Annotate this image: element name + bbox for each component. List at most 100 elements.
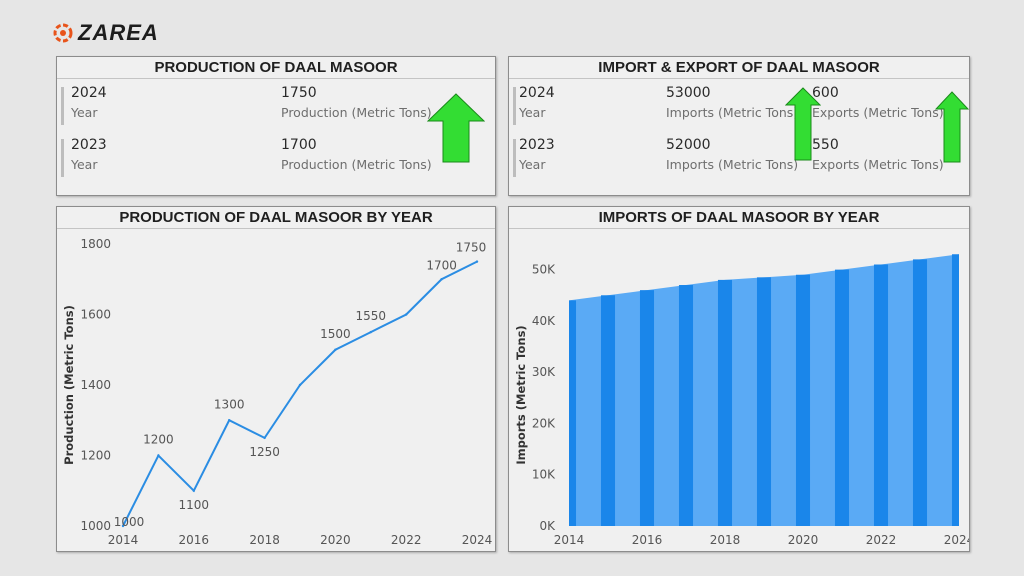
kpi-imports-value: 52000 xyxy=(666,137,711,153)
kpi-imports-label: Imports (Metric Tons) xyxy=(666,157,799,172)
kpi-row: 2023 Year 52000 Imports (Metric Tons) 55… xyxy=(509,137,969,181)
data-label: 1250 xyxy=(249,445,280,459)
data-label: 1100 xyxy=(179,498,210,512)
y-tick-label: 30K xyxy=(532,365,556,379)
y-tick-label: 40K xyxy=(532,314,556,328)
imports-year-band xyxy=(717,279,733,526)
kpi-exports-label: Exports (Metric Tons) xyxy=(812,157,944,172)
up-arrow-icon xyxy=(785,87,821,161)
kpi-row: 2023 Year 1700 Production (Metric Tons) xyxy=(57,137,495,181)
data-label: 1750 xyxy=(456,241,487,255)
imports-chart-panel: IMPORTS OF DAAL MASOOR BY YEAR 0K 10K 20K 3… xyxy=(508,206,970,552)
y-tick-label: 50K xyxy=(532,263,556,277)
x-tick-label: 2020 xyxy=(320,533,351,547)
y-tick-label: 1800 xyxy=(80,237,111,251)
kpi-year-label: Year xyxy=(71,157,98,172)
imports-year-band xyxy=(873,264,889,526)
up-arrow-icon xyxy=(427,93,485,163)
data-point xyxy=(157,454,160,457)
production-card: PRODUCTION OF DAAL MASOOR 2024 Year 1750… xyxy=(56,56,496,196)
imports-chart-title: IMPORTS OF DAAL MASOOR BY YEAR xyxy=(509,207,969,229)
x-tick-label: 2016 xyxy=(179,533,210,547)
data-label: 1700 xyxy=(426,258,457,272)
kpi-exports-value: 550 xyxy=(812,137,839,153)
kpi-production-value: 1700 xyxy=(281,137,317,153)
data-point xyxy=(369,330,372,334)
imports-year-band xyxy=(951,254,959,526)
kpi-divider xyxy=(61,87,64,125)
kpi-year: 2024 xyxy=(519,85,555,101)
data-label: 1550 xyxy=(356,309,387,323)
data-point xyxy=(405,313,408,316)
y-tick-label: 1400 xyxy=(80,378,111,392)
y-tick-label: 20K xyxy=(532,416,556,430)
trade-card: IMPORT & EXPORT OF DAAL MASOOR 2024 Year… xyxy=(508,56,970,196)
data-point xyxy=(334,348,337,351)
kpi-production-label: Production (Metric Tons) xyxy=(281,157,432,172)
kpi-row: 2024 Year 53000 Imports (Metric Tons) 60… xyxy=(509,85,969,129)
data-point xyxy=(228,419,231,422)
kpi-exports-label: Exports (Metric Tons) xyxy=(812,105,944,120)
production-chart-title: PRODUCTION OF DAAL MASOOR BY YEAR xyxy=(57,207,495,229)
y-tick-label: 1200 xyxy=(80,449,111,463)
data-point xyxy=(298,383,302,387)
kpi-year: 2023 xyxy=(519,137,555,153)
imports-year-band xyxy=(834,269,850,526)
imports-area-chart: 0K 10K 20K 30K 40K 50K 2014 2016 2018 2020 2022 202… xyxy=(514,254,969,547)
kpi-production-label: Production (Metric Tons) xyxy=(281,105,432,120)
x-tick-label: 2022 xyxy=(391,533,422,547)
kpi-divider xyxy=(513,87,516,125)
imports-year-band xyxy=(600,295,616,526)
x-tick-label: 2014 xyxy=(554,533,585,547)
trade-card-title: IMPORT & EXPORT OF DAAL MASOOR xyxy=(509,57,969,79)
data-label: 1300 xyxy=(214,397,245,411)
x-tick-label: 2022 xyxy=(866,533,897,547)
kpi-production-value: 1750 xyxy=(281,85,317,101)
kpi-divider xyxy=(61,139,64,177)
up-arrow-icon xyxy=(935,91,969,163)
kpi-year-label: Year xyxy=(519,157,546,172)
data-point xyxy=(440,278,443,281)
kpi-year: 2023 xyxy=(71,137,107,153)
kpi-divider xyxy=(513,139,516,177)
x-tick-label: 2024 xyxy=(462,533,493,547)
kpi-year-label: Year xyxy=(71,105,98,120)
data-point xyxy=(192,489,195,492)
y-tick-label: 10K xyxy=(532,468,556,482)
imports-year-band xyxy=(756,277,772,526)
brand-logo: ZAREA xyxy=(52,20,159,46)
kpi-imports-label: Imports (Metric Tons) xyxy=(666,105,799,120)
y-tick-label: 1600 xyxy=(80,308,111,322)
data-label: 1200 xyxy=(143,433,174,447)
data-label: 1000 xyxy=(114,515,145,529)
kpi-imports-value: 53000 xyxy=(666,85,711,101)
production-line-chart: 1000 1200 1400 1600 1800 2014 2016 2018 2020 2022… xyxy=(62,237,493,547)
y-axis-label: Imports (Metric Tons) xyxy=(514,325,528,464)
x-tick-label: 2018 xyxy=(249,533,280,547)
imports-year-band xyxy=(912,259,928,526)
y-tick-label: 0K xyxy=(539,519,556,533)
imports-year-band xyxy=(639,290,655,526)
kpi-row: 2024 Year 1750 Production (Metric Tons) xyxy=(57,85,495,129)
data-point xyxy=(121,524,125,528)
x-tick-label: 2020 xyxy=(788,533,819,547)
y-tick-label: 1000 xyxy=(80,519,111,533)
data-point xyxy=(475,260,479,263)
x-tick-label: 2014 xyxy=(108,533,139,547)
zarea-logo-icon xyxy=(53,23,73,43)
brand-name: ZAREA xyxy=(78,20,159,45)
x-tick-label: 2016 xyxy=(632,533,663,547)
production-chart-panel: PRODUCTION OF DAAL MASOOR BY YEAR 1000 12… xyxy=(56,206,496,552)
production-series-line xyxy=(122,260,478,527)
x-tick-label: 2018 xyxy=(710,533,741,547)
data-point xyxy=(263,436,266,440)
kpi-exports-value: 600 xyxy=(812,85,839,101)
imports-year-band xyxy=(795,274,811,526)
imports-year-band xyxy=(678,285,694,526)
y-axis-label: Production (Metric Tons) xyxy=(62,305,76,465)
x-tick-label: 2024 xyxy=(944,533,969,547)
production-card-title: PRODUCTION OF DAAL MASOOR xyxy=(57,57,495,79)
kpi-year: 2024 xyxy=(71,85,107,101)
kpi-year-label: Year xyxy=(519,105,546,120)
imports-year-band xyxy=(569,300,577,526)
